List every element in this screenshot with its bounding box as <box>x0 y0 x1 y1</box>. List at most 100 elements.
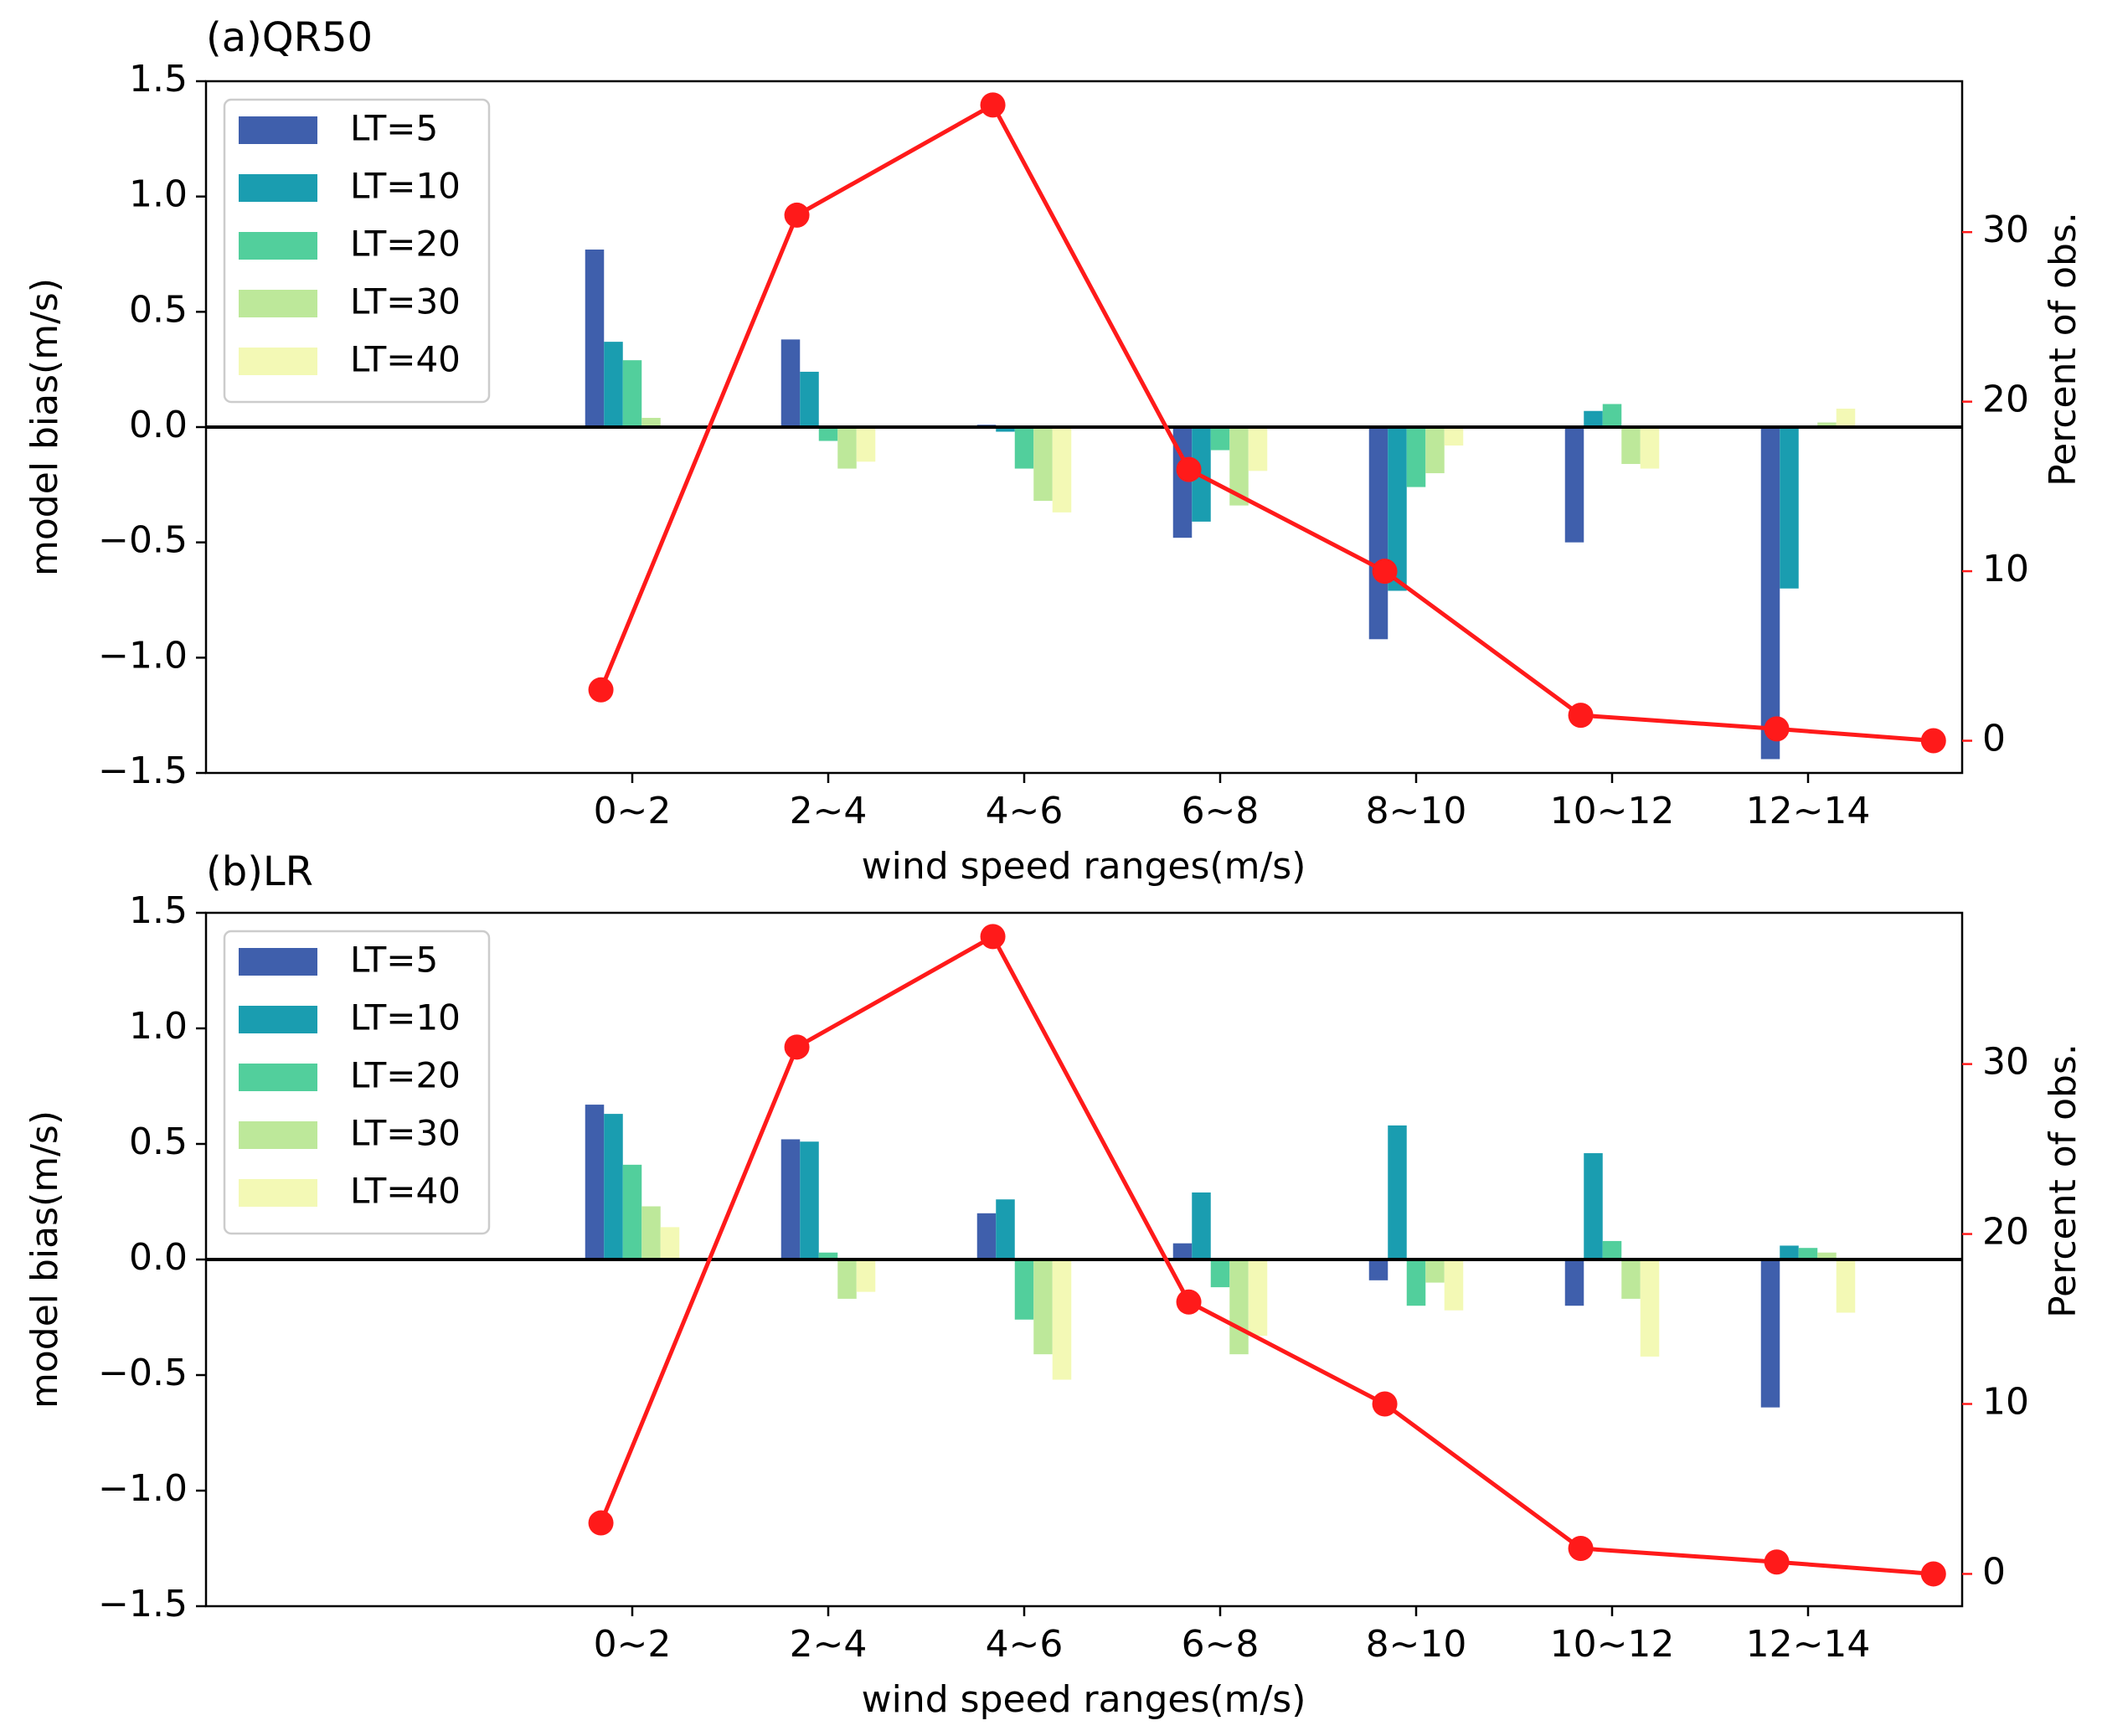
panel-b: (b)LR 1.5 1.0 0.5 0.0 −0.5 −1.0 −1.5 0 10 20 30 0~2 2… <box>23 848 2084 1721</box>
legend-label-lt-5: LT=5 <box>350 108 438 149</box>
y2-tick-label: 0 <box>1982 1550 2006 1593</box>
bar-lt-5-6-8 <box>1172 427 1193 538</box>
legend: LT=5 LT=10 LT=20 LT=30 LT=40 <box>223 930 491 1235</box>
bar-lt-10-2-4 <box>800 1141 819 1260</box>
bar-lt-10-4-6 <box>996 427 1015 432</box>
percent-point-3 <box>1176 456 1202 482</box>
bar-lt-10-8-10 <box>1388 1125 1407 1260</box>
bar-lt-10-0-2 <box>604 1114 623 1260</box>
bar-lt-20-0-2 <box>622 360 642 427</box>
y-tick-label: −1.5 <box>98 1583 188 1625</box>
legend-swatch-lt-20 <box>239 1064 317 1091</box>
percent-point-7 <box>1920 1561 1946 1587</box>
bar-lt-30-6-8 <box>1229 1260 1249 1355</box>
bar-lt-10-10-12 <box>1584 410 1603 427</box>
y-tick-label: 0.0 <box>129 404 188 446</box>
percent-point-2 <box>980 924 1006 950</box>
bar-lt-40-4-6 <box>1052 1260 1072 1380</box>
bar-lt-10-10-12 <box>1584 1153 1603 1260</box>
bar-lt-5-4-6 <box>976 1213 997 1260</box>
y2-tick-label: 10 <box>1982 1381 2029 1424</box>
percent-point-0 <box>588 677 614 703</box>
y2-tick-label: 0 <box>1982 718 2006 760</box>
bar-lt-40-0-2 <box>660 1227 680 1260</box>
x-tick-label: 8~10 <box>1366 790 1467 832</box>
bar-lt-30-2-4 <box>837 427 857 469</box>
bar-lt-20-10-12 <box>1602 404 1622 427</box>
bar-lt-20-10-12 <box>1602 1240 1622 1260</box>
legend-swatch-lt-20 <box>239 232 317 260</box>
bar-lt-20-12-14 <box>1798 1248 1818 1260</box>
legend-label-lt-40: LT=40 <box>350 1171 461 1212</box>
bar-lt-30-0-2 <box>641 417 661 427</box>
x-axis-label: wind speed ranges(m/s) <box>862 1678 1306 1721</box>
x-tick-label: 6~8 <box>1182 1623 1260 1666</box>
y-tick-label: 0.5 <box>129 1120 188 1163</box>
bar-lt-40-10-12 <box>1640 1260 1660 1357</box>
percent-line <box>599 934 1934 1576</box>
bar-lt-10-8-10 <box>1388 427 1407 591</box>
percent-point-4 <box>1372 559 1398 585</box>
legend-label-lt-10: LT=10 <box>350 997 461 1038</box>
bar-lt-5-8-10 <box>1368 1260 1388 1280</box>
x-tick-label: 2~4 <box>790 1623 868 1666</box>
legend-label-lt-20: LT=20 <box>350 224 461 265</box>
y-tick-label: 1.5 <box>129 889 188 932</box>
bar-lt-30-12-14 <box>1817 422 1837 427</box>
legend-swatch-lt-5 <box>239 116 317 144</box>
percent-point-2 <box>980 92 1006 118</box>
bar-lt-30-8-10 <box>1425 1260 1445 1283</box>
legend-label-lt-20: LT=20 <box>350 1055 461 1096</box>
bar-lt-10-0-2 <box>604 342 623 427</box>
bar-lt-30-4-6 <box>1033 427 1053 502</box>
legend-label-lt-10: LT=10 <box>350 166 461 207</box>
legend: LT=5 LT=10 LT=20 LT=30 LT=40 <box>223 98 491 404</box>
percent-point-1 <box>784 202 810 228</box>
bar-lt-20-8-10 <box>1406 1260 1426 1306</box>
y-tick-label: −1.0 <box>98 1467 188 1510</box>
bar-lt-20-6-8 <box>1210 1260 1230 1288</box>
legend-swatch-lt-40 <box>239 348 317 375</box>
bar-lt-30-4-6 <box>1033 1260 1053 1355</box>
bar-lt-5-6-8 <box>1172 1243 1193 1260</box>
bar-lt-40-2-4 <box>856 427 876 462</box>
percent-point-7 <box>1920 728 1946 754</box>
y2-tick-label: 30 <box>1982 209 2029 251</box>
legend-label-lt-30: LT=30 <box>350 1113 461 1154</box>
y-tick-label: −0.5 <box>98 519 188 562</box>
bar-lt-5-2-4 <box>781 339 801 427</box>
x-tick-label: 12~14 <box>1746 790 1871 832</box>
bar-lt-40-12-14 <box>1836 1260 1856 1313</box>
bar-lt-40-12-14 <box>1836 408 1856 427</box>
y2-tick-label: 30 <box>1982 1041 2029 1084</box>
y2-axis-label: Percent of obs. <box>2042 1043 2084 1318</box>
bar-group <box>585 249 1856 760</box>
bar-lt-30-6-8 <box>1229 427 1249 506</box>
bar-lt-5-10-12 <box>1564 427 1584 543</box>
x-tick-label: 4~6 <box>986 1623 1064 1666</box>
x-tick-label: 0~2 <box>594 1623 672 1666</box>
y-tick-label: −1.5 <box>98 750 188 792</box>
legend-label-lt-5: LT=5 <box>350 940 438 981</box>
legend-swatch-lt-5 <box>239 948 317 976</box>
legend-swatch-lt-10 <box>239 1006 317 1033</box>
bar-lt-5-0-2 <box>585 1105 605 1260</box>
x-tick-label: 12~14 <box>1746 1623 1871 1666</box>
y2-tick-label: 20 <box>1982 379 2029 421</box>
bar-lt-10-12-14 <box>1780 1245 1799 1260</box>
bar-lt-5-12-14 <box>1760 427 1780 760</box>
legend-swatch-lt-30 <box>239 1121 317 1149</box>
bar-lt-40-8-10 <box>1444 1260 1464 1311</box>
legend-label-lt-30: LT=30 <box>350 281 461 322</box>
bar-lt-20-6-8 <box>1210 427 1230 451</box>
bar-lt-30-2-4 <box>837 1260 857 1299</box>
y2-axis-label: Percent of obs. <box>2042 212 2084 487</box>
bar-lt-40-2-4 <box>856 1260 876 1292</box>
bar-lt-40-10-12 <box>1640 427 1660 469</box>
y-axis-label: model bias(m/s) <box>23 1110 66 1409</box>
legend-swatch-lt-30 <box>239 290 317 317</box>
bar-lt-30-12-14 <box>1817 1252 1837 1260</box>
bar-lt-20-4-6 <box>1014 427 1034 469</box>
x-tick-label: 4~6 <box>986 790 1064 832</box>
bar-lt-10-4-6 <box>996 1199 1015 1260</box>
